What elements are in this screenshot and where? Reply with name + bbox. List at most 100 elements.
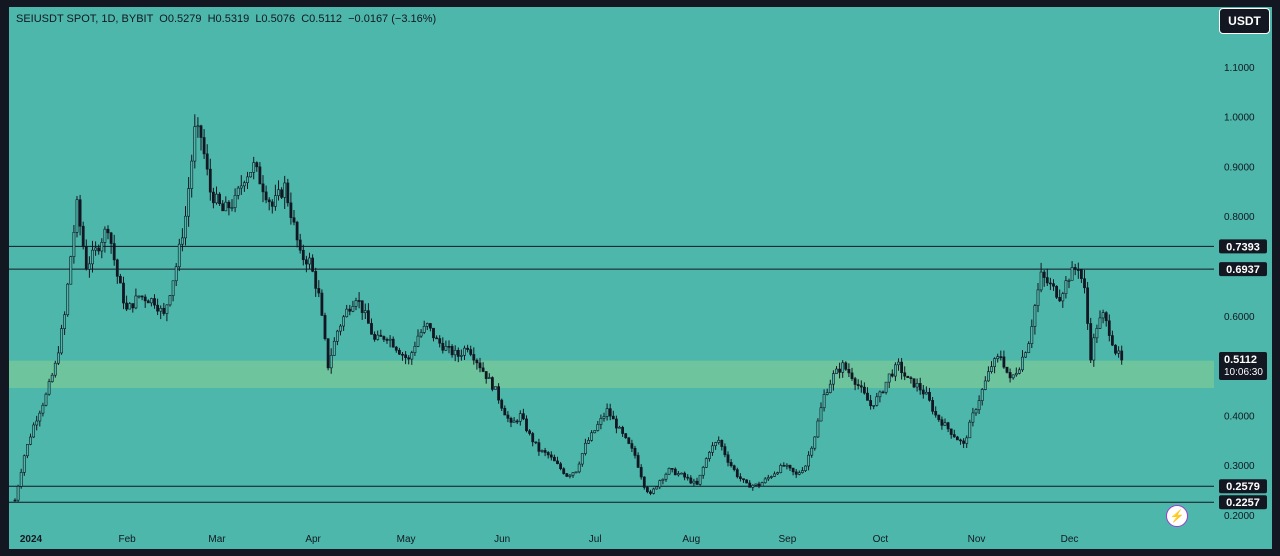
candle-body bbox=[807, 454, 811, 467]
level-badge bbox=[1219, 239, 1267, 254]
candle-body bbox=[990, 366, 993, 372]
candle-body bbox=[794, 471, 798, 475]
candle-body bbox=[255, 162, 259, 168]
candle-body bbox=[680, 472, 683, 475]
candle-body bbox=[1042, 271, 1046, 278]
candle-body bbox=[177, 243, 181, 268]
candle-body bbox=[611, 415, 615, 420]
candle-body bbox=[559, 463, 563, 470]
candle-body bbox=[627, 437, 631, 444]
candle-body bbox=[270, 201, 274, 207]
candle-body bbox=[332, 340, 336, 356]
candle-body bbox=[804, 465, 807, 471]
candle-body bbox=[652, 488, 656, 494]
candle-body bbox=[1101, 312, 1105, 319]
candle-body bbox=[475, 359, 479, 364]
candle-body bbox=[624, 433, 628, 439]
candle-body bbox=[1064, 280, 1068, 294]
candle-body bbox=[773, 473, 776, 477]
candle-body bbox=[351, 306, 355, 312]
candle-body bbox=[112, 243, 116, 261]
candle-body bbox=[283, 182, 287, 198]
candle-body bbox=[1092, 337, 1096, 361]
candle-body bbox=[428, 323, 432, 329]
candle-body bbox=[382, 336, 386, 340]
candle-body bbox=[422, 325, 426, 333]
candle-body bbox=[60, 328, 63, 354]
candle-body bbox=[22, 455, 26, 473]
candle-body bbox=[44, 393, 48, 406]
candle-body bbox=[689, 477, 693, 484]
candle-body bbox=[32, 424, 36, 438]
change-value: −0.0167 (−3.16%) bbox=[348, 13, 437, 25]
candle-body bbox=[766, 477, 770, 480]
candle-body bbox=[574, 471, 578, 474]
candle-body bbox=[540, 450, 544, 452]
candle-body bbox=[459, 355, 463, 357]
candle-body bbox=[184, 215, 187, 239]
candle-body bbox=[521, 413, 525, 420]
candle-body bbox=[88, 263, 91, 270]
candle-body bbox=[137, 295, 141, 298]
candle-body bbox=[441, 342, 445, 351]
candle-body bbox=[642, 476, 646, 488]
candle-body bbox=[580, 453, 584, 465]
candle-body bbox=[528, 430, 532, 434]
candle-body bbox=[590, 432, 594, 441]
level-label: 0.7393 bbox=[1226, 241, 1260, 253]
candle-body bbox=[639, 467, 643, 478]
candle-body bbox=[1027, 343, 1031, 353]
x-tick-label: Aug bbox=[682, 534, 700, 545]
level-badge bbox=[1219, 262, 1267, 277]
candle-body bbox=[35, 420, 39, 426]
candle-body bbox=[1061, 293, 1065, 302]
candle-body bbox=[890, 373, 894, 377]
y-tick-label: 0.8000 bbox=[1224, 212, 1255, 223]
candle-body bbox=[376, 334, 380, 340]
candle-body bbox=[143, 296, 147, 302]
candle-body bbox=[273, 195, 277, 207]
level-label: 0.6937 bbox=[1226, 264, 1260, 276]
candle-body bbox=[596, 424, 600, 431]
candle-body bbox=[165, 304, 169, 314]
candle-body bbox=[41, 404, 45, 414]
candle-body bbox=[289, 202, 293, 218]
candle-body bbox=[196, 125, 200, 128]
candle-body bbox=[128, 303, 132, 310]
candle-body bbox=[1024, 352, 1028, 358]
candle-body bbox=[150, 298, 153, 304]
candle-body bbox=[602, 416, 606, 419]
candle-body bbox=[937, 414, 941, 420]
candle-body bbox=[1089, 323, 1093, 361]
lightning-icon[interactable]: ⚡ bbox=[1166, 505, 1188, 527]
candle-body bbox=[140, 295, 144, 298]
candle-body bbox=[109, 232, 113, 244]
candle-body bbox=[977, 400, 981, 411]
candle-body bbox=[763, 478, 767, 484]
candle-body bbox=[320, 292, 324, 316]
candle-body bbox=[1039, 271, 1043, 291]
candle-body bbox=[190, 160, 194, 189]
last-price-badge bbox=[1219, 352, 1267, 381]
candle-body bbox=[122, 282, 125, 304]
candle-body bbox=[1086, 287, 1090, 324]
candle-body bbox=[717, 439, 721, 443]
candle-body bbox=[822, 394, 826, 409]
y-tick-label: 1.1000 bbox=[1224, 63, 1255, 74]
x-tick-label: Nov bbox=[968, 534, 986, 545]
candle-body bbox=[490, 377, 494, 390]
plot-area[interactable] bbox=[9, 7, 1214, 525]
candle-body bbox=[1036, 289, 1040, 306]
candle-body bbox=[280, 189, 284, 198]
candle-body bbox=[233, 195, 237, 208]
time-axis[interactable] bbox=[9, 525, 1272, 549]
candle-body bbox=[1002, 356, 1006, 368]
candle-body bbox=[348, 308, 352, 312]
candle-body bbox=[311, 257, 315, 272]
currency-button[interactable]: USDT bbox=[1219, 8, 1270, 34]
level-label: 0.2579 bbox=[1226, 481, 1260, 493]
candle-body bbox=[959, 439, 962, 442]
candle-body bbox=[81, 225, 85, 248]
candle-body bbox=[788, 464, 792, 469]
candle-body bbox=[661, 478, 665, 481]
